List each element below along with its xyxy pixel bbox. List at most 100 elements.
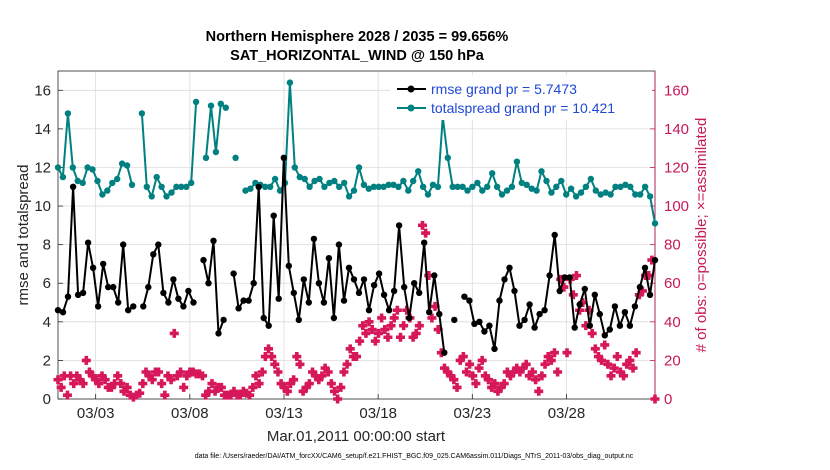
totalspread-point [523, 181, 530, 188]
totalspread-point [74, 177, 81, 185]
totalspread-point [163, 193, 170, 200]
obs-assimilated-point [468, 371, 478, 381]
obs-assimilated-point [421, 228, 431, 238]
obs-assimilated-point [267, 352, 277, 362]
rmse-point [130, 303, 137, 310]
obs-assimilated-point [477, 355, 487, 365]
rmse-point [350, 276, 358, 283]
totalspread-point [321, 183, 328, 190]
rmse-point [185, 287, 192, 295]
rmse-point [375, 270, 383, 277]
totalspread-point [641, 183, 649, 190]
totalspread-point [267, 183, 274, 190]
totalspread-point [434, 183, 442, 190]
rmse-point [521, 316, 528, 324]
rmse-point [89, 264, 97, 271]
rmse-point [616, 322, 624, 329]
totalspread-point [395, 183, 402, 190]
totalspread-point [123, 162, 131, 169]
totalspread-point [64, 110, 72, 117]
totalspread-line [140, 101, 198, 198]
obs-assimilated-point [97, 371, 107, 381]
obs-assimilated-point [298, 386, 308, 396]
obs-assimilated-point [286, 379, 296, 389]
rmse-point [626, 322, 634, 329]
obs-assimilated-point [122, 382, 132, 392]
rmse-point [411, 280, 418, 287]
obs-assimilated-point [631, 348, 641, 358]
totalspread-point [365, 185, 372, 192]
obs-assimilated-point [301, 382, 311, 392]
obs-assimilated-point [546, 355, 556, 365]
totalspread-point [104, 187, 111, 194]
y-tick-label-left: 10 [34, 198, 51, 215]
totalspread-point [627, 183, 634, 190]
totalspread-point [296, 173, 303, 181]
totalspread-point [651, 220, 659, 227]
rmse-point [426, 309, 433, 316]
y-tick-label-left: 16 [34, 82, 51, 99]
rmse-point [270, 212, 277, 219]
totalspread-point [538, 168, 545, 175]
obs-assimilated-point [474, 363, 484, 373]
totalspread-point [454, 183, 461, 190]
totalspread-point [548, 189, 555, 196]
rmse-point [59, 309, 67, 316]
rmse-point [466, 297, 473, 304]
y-tick-label-left: 0 [43, 391, 51, 408]
obs-assimilated-point [78, 379, 88, 389]
totalspread-point [622, 181, 629, 188]
obs-assimilated-point [182, 371, 192, 381]
obs-assimilated-point [326, 379, 336, 389]
rmse-point [205, 280, 212, 287]
obs-assimilated-point [443, 367, 453, 377]
x-tick-label: 03/13 [265, 405, 303, 422]
rmse-point [365, 307, 373, 314]
rmse-point [245, 297, 252, 304]
rmse-point [150, 251, 157, 258]
y-tick-label-right: 140 [664, 121, 689, 138]
totalspread-point [469, 183, 476, 190]
obs-assimilated-point [330, 386, 340, 396]
totalspread-point [202, 154, 210, 161]
obs-assimilated-point [562, 348, 572, 358]
obs-assimilated-point [352, 352, 362, 362]
totalspread-point [128, 181, 136, 188]
rmse-point [160, 289, 167, 297]
rmse-point [451, 316, 458, 324]
totalspread-point [311, 177, 318, 185]
obs-assimilated-point [625, 355, 635, 365]
obs-assimilated-point [317, 371, 327, 381]
rmse-point [255, 183, 262, 190]
obs-assimilated-point [389, 313, 399, 323]
obs-assimilated-point [650, 394, 660, 404]
rmse-point [526, 301, 533, 308]
totalspread-point [646, 193, 654, 200]
totalspread-point [484, 183, 491, 190]
obs-assimilated-point [593, 352, 603, 362]
y-tick-label-left: 6 [43, 275, 51, 292]
x-tick-label: 03/18 [359, 405, 397, 422]
legend-rmse-label: rmse grand pr = 5.7473 [431, 81, 577, 97]
obs-assimilated-point [480, 371, 490, 381]
obs-assimilated-point [358, 321, 368, 331]
obs-assimilated-point [141, 367, 151, 377]
obs-assimilated-point [119, 386, 129, 396]
y-tick-label-left: 14 [34, 121, 51, 138]
rmse-point [170, 276, 177, 283]
obs-assimilated-point [590, 344, 600, 354]
totalspread-point [222, 104, 229, 111]
rmse-point [471, 320, 478, 327]
obs-assimilated-point [499, 379, 509, 389]
chart-subtitle: SAT_HORIZONTAL_WIND @ 150 hPa [230, 48, 485, 64]
totalspread-point [94, 177, 101, 185]
rmse-point [506, 264, 513, 271]
rmse-point [441, 349, 448, 356]
obs-assimilated-point [235, 390, 245, 400]
obs-assimilated-point [304, 379, 314, 389]
totalspread-point [518, 179, 525, 187]
rmse-point [165, 299, 172, 306]
obs-assimilated-point [84, 367, 94, 377]
rmse-point [290, 289, 297, 297]
rmse-point [175, 295, 182, 302]
